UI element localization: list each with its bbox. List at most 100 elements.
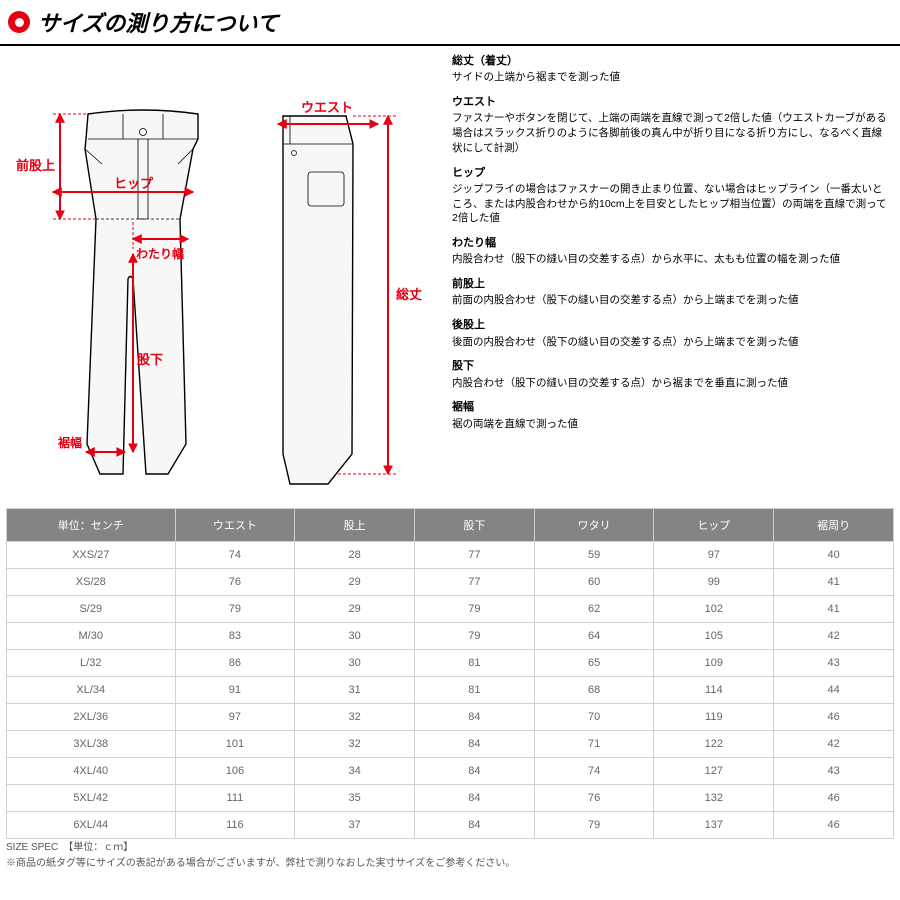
- table-cell-size: XL/34: [7, 677, 176, 704]
- table-cell: 74: [175, 542, 295, 569]
- table-cell: 84: [414, 758, 534, 785]
- table-cell: 68: [534, 677, 654, 704]
- definitions: 総丈（着丈）サイドの上端から裾までを測った値ウエストファスナーやボタンを閉じて、…: [452, 54, 892, 494]
- table-cell: 46: [774, 704, 894, 731]
- bullet-icon: [8, 11, 30, 33]
- definition-title: ヒップ: [452, 166, 892, 181]
- table-cell: 41: [774, 569, 894, 596]
- definition-title: 股下: [452, 359, 892, 374]
- table-cell: 71: [534, 731, 654, 758]
- definition-item: 股下内股合わせ（股下の縫い目の交差する点）から裾までを垂直に測った値: [452, 359, 892, 390]
- definition-text: 前面の内股合わせ（股下の縫い目の交差する点）から上端までを測った値: [452, 293, 892, 308]
- table-cell: 31: [295, 677, 415, 704]
- diagram-label-hip: ヒップ: [114, 176, 154, 191]
- table-row: S/297929796210241: [7, 596, 894, 623]
- table-row: L/328630816510943: [7, 650, 894, 677]
- table-cell: 37: [295, 812, 415, 839]
- table-header: 裾周り: [774, 509, 894, 542]
- table-row: 3XL/3810132847112242: [7, 731, 894, 758]
- table-cell: 30: [295, 623, 415, 650]
- table-cell: 77: [414, 542, 534, 569]
- table-header: ワタリ: [534, 509, 654, 542]
- table-cell: 46: [774, 785, 894, 812]
- table-cell: 29: [295, 569, 415, 596]
- table-row: XS/28762977609941: [7, 569, 894, 596]
- table-cell: 44: [774, 677, 894, 704]
- table-cell: 42: [774, 731, 894, 758]
- diagram-label-waist: ウエスト: [301, 100, 353, 115]
- definition-item: 総丈（着丈）サイドの上端から裾までを測った値: [452, 54, 892, 85]
- table-cell: 46: [774, 812, 894, 839]
- table-cell: 114: [654, 677, 774, 704]
- table-cell-size: 4XL/40: [7, 758, 176, 785]
- table-cell-size: M/30: [7, 623, 176, 650]
- table-cell: 41: [774, 596, 894, 623]
- table-cell: 97: [654, 542, 774, 569]
- table-cell-size: 2XL/36: [7, 704, 176, 731]
- definition-text: サイドの上端から裾までを測った値: [452, 70, 892, 85]
- table-cell: 119: [654, 704, 774, 731]
- table-cell: 111: [175, 785, 295, 812]
- definition-text: ファスナーやボタンを閉じて、上端の両端を直線で測って2倍した値（ウエストカーブが…: [452, 111, 892, 155]
- table-cell: 79: [414, 596, 534, 623]
- table-cell: 122: [654, 731, 774, 758]
- definition-title: 前股上: [452, 277, 892, 292]
- table-cell-size: XXS/27: [7, 542, 176, 569]
- table-header-unit: 単位：センチ: [7, 509, 176, 542]
- table-cell: 83: [175, 623, 295, 650]
- definition-item: 後股上後面の内股合わせ（股下の縫い目の交差する点）から上端までを測った値: [452, 318, 892, 349]
- page-header: サイズの測り方について: [0, 0, 900, 46]
- diagram-label-front-rise: 前股上: [16, 158, 55, 173]
- table-cell: 84: [414, 812, 534, 839]
- main-content: ヒップ 前股上 わたり幅 股下 裾幅 ウエスト: [0, 46, 900, 502]
- table-row: 5XL/4211135847613246: [7, 785, 894, 812]
- table-cell: 40: [774, 542, 894, 569]
- definition-text: ジップフライの場合はファスナーの開き止まり位置、ない場合はヒップライン（一番太い…: [452, 182, 892, 226]
- definition-text: 内股合わせ（股下の縫い目の交差する点）から裾までを垂直に測った値: [452, 376, 892, 391]
- definition-item: ヒップジップフライの場合はファスナーの開き止まり位置、ない場合はヒップライン（一…: [452, 166, 892, 226]
- table-cell: 70: [534, 704, 654, 731]
- table-cell: 42: [774, 623, 894, 650]
- diagram-label-total-length: 総丈: [396, 287, 422, 302]
- table-cell: 79: [414, 623, 534, 650]
- table-cell: 116: [175, 812, 295, 839]
- footnote-text: ※商品の紙タグ等にサイズの表記がある場合がございますが、弊社で測りなおした実寸サ…: [6, 857, 894, 871]
- table-cell: 81: [414, 650, 534, 677]
- table-cell: 29: [295, 596, 415, 623]
- definition-text: 裾の両端を直線で測った値: [452, 417, 892, 432]
- table-row: 4XL/4010634847412743: [7, 758, 894, 785]
- table-cell: 106: [175, 758, 295, 785]
- table-header: ヒップ: [654, 509, 774, 542]
- table-cell-size: S/29: [7, 596, 176, 623]
- diagram-label-inseam: 股下: [137, 352, 163, 367]
- table-cell: 97: [175, 704, 295, 731]
- table-cell: 84: [414, 785, 534, 812]
- table-cell: 86: [175, 650, 295, 677]
- table-cell: 64: [534, 623, 654, 650]
- table-cell: 109: [654, 650, 774, 677]
- diagram-label-thigh: わたり幅: [136, 246, 184, 261]
- page-title: サイズの測り方について: [38, 6, 279, 38]
- table-cell: 74: [534, 758, 654, 785]
- diagram-label-hem: 裾幅: [58, 435, 82, 450]
- table-cell: 91: [175, 677, 295, 704]
- table-cell-size: L/32: [7, 650, 176, 677]
- table-cell: 105: [654, 623, 774, 650]
- table-cell: 32: [295, 731, 415, 758]
- measurement-diagram: ヒップ 前股上 わたり幅 股下 裾幅 ウエスト: [8, 54, 448, 494]
- definition-title: わたり幅: [452, 236, 892, 251]
- definition-item: 前股上前面の内股合わせ（股下の縫い目の交差する点）から上端までを測った値: [452, 277, 892, 308]
- table-cell: 77: [414, 569, 534, 596]
- table-header: 股下: [414, 509, 534, 542]
- definition-title: 総丈（着丈）: [452, 54, 892, 69]
- table-cell: 28: [295, 542, 415, 569]
- table-cell-size: 5XL/42: [7, 785, 176, 812]
- definition-item: 裾幅裾の両端を直線で測った値: [452, 400, 892, 431]
- table-cell: 62: [534, 596, 654, 623]
- table-cell-size: XS/28: [7, 569, 176, 596]
- table-row: 2XL/369732847011946: [7, 704, 894, 731]
- table-cell: 76: [175, 569, 295, 596]
- table-cell: 81: [414, 677, 534, 704]
- table-cell: 59: [534, 542, 654, 569]
- table-cell-size: 3XL/38: [7, 731, 176, 758]
